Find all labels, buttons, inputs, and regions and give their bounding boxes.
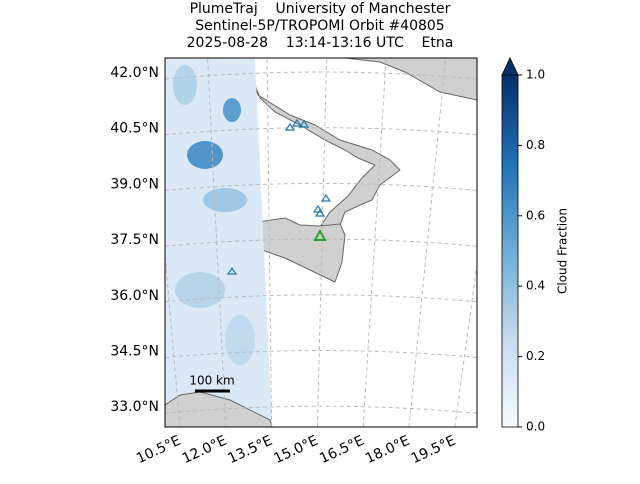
lat-grid-line <box>165 71 477 80</box>
lon-grid-line <box>362 58 387 427</box>
lon-grid-line <box>266 58 273 427</box>
colorbar-tick-label: 0.0 <box>526 420 545 434</box>
lon-tick-label: 12.0°E <box>180 433 229 467</box>
lat-grid-line <box>165 182 477 191</box>
lat-grid-line <box>165 127 477 136</box>
colorbar-extend <box>501 57 519 76</box>
colorbar-tick-label: 0.2 <box>526 349 545 363</box>
lon-tick-label: 19.5°E <box>409 433 458 467</box>
lat-grid-line <box>165 350 477 358</box>
lon-grid-line <box>316 58 328 427</box>
lon-tick-label: 15.0°E <box>271 433 320 467</box>
lon-tick-label: 13.5°E <box>226 433 275 467</box>
lon-tick-label: 10.5°E <box>134 433 183 467</box>
balkans <box>245 58 477 101</box>
colorbar-label: Cloud Fraction <box>556 208 570 294</box>
colorbar-tick-label: 0.4 <box>526 279 545 293</box>
lat-tick-label: 42.0°N <box>110 65 159 81</box>
scale-bar-label: 100 km <box>189 374 234 388</box>
title: PlumeTraj University of ManchesterSentin… <box>187 1 454 51</box>
colorbar-tick-label: 0.6 <box>526 208 545 222</box>
cloud-swath <box>165 58 272 427</box>
lat-tick-label: 37.5°N <box>110 232 159 248</box>
lon-tick-label: 16.5°E <box>317 433 366 467</box>
lat-tick-label: 33.0°N <box>110 399 159 415</box>
map-frame <box>164 57 478 428</box>
colorbar <box>501 74 519 428</box>
lon-grid-line <box>408 58 447 427</box>
lon-grid-line <box>207 58 227 427</box>
lat-tick-label: 36.0°N <box>110 288 159 304</box>
lat-tick-label: 39.0°N <box>110 176 159 192</box>
lat-grid-line <box>165 294 477 303</box>
colorbar-tick-label: 0.8 <box>526 138 545 152</box>
title-line: PlumeTraj University of Manchester <box>190 1 451 17</box>
title-line: Sentinel-5P/TROPOMI Orbit #40805 <box>195 18 444 34</box>
etna-marker <box>313 228 327 241</box>
lat-grid-line <box>165 405 477 414</box>
colorbar-tick-label: 1.0 <box>526 68 545 82</box>
title-line: 2025-08-28 13:14-13:16 UTC Etna <box>187 35 454 51</box>
lat-tick-label: 34.5°N <box>110 344 159 360</box>
africa <box>165 391 273 427</box>
map: 100 km <box>165 58 477 427</box>
lat-tick-label: 40.5°N <box>110 121 159 137</box>
grid <box>165 58 477 427</box>
lon-tick-label: 18.0°E <box>363 433 412 467</box>
